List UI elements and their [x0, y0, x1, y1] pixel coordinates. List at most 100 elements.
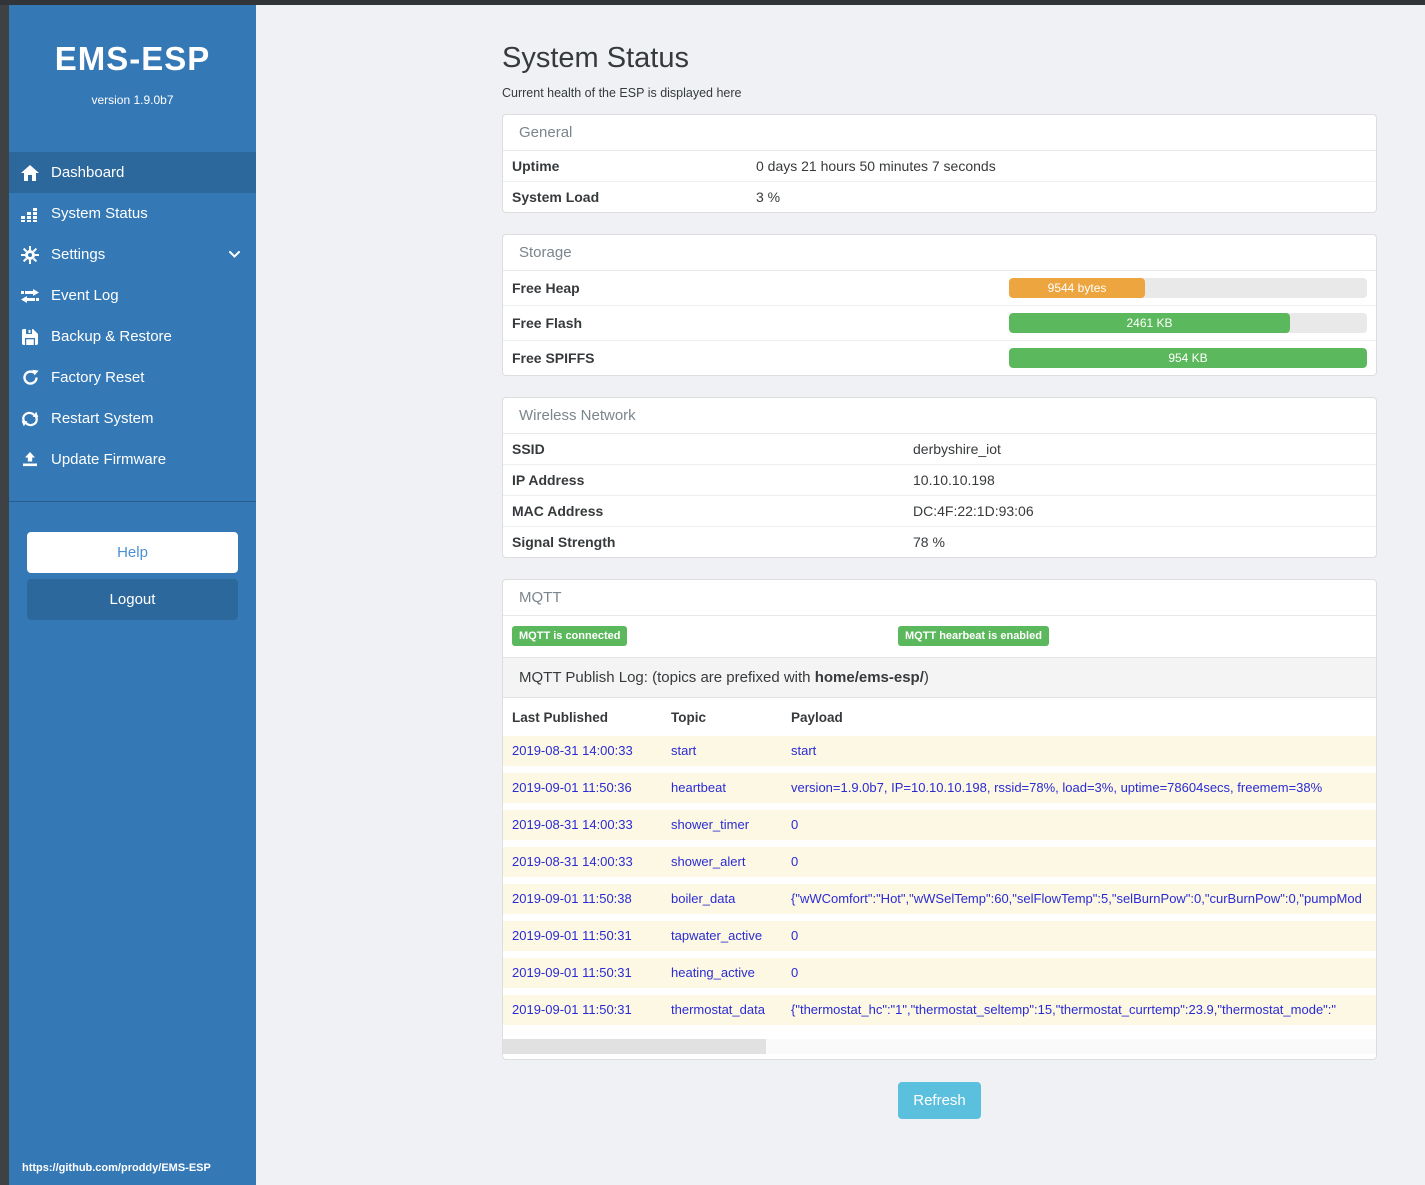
sidebar-item-event-log[interactable]: Event Log	[9, 275, 256, 316]
log-row: 2019-08-31 14:00:33 shower_alert 0	[503, 847, 1376, 877]
log-row: 2019-09-01 11:50:31 thermostat_data {"th…	[503, 995, 1376, 1025]
free-spiffs-label: Free SPIFFS	[512, 350, 1009, 366]
ssid-label: SSID	[512, 441, 913, 457]
log-payload: 0	[791, 810, 1376, 840]
sidebar-item-dashboard[interactable]: Dashboard	[9, 152, 256, 193]
settings-icon	[19, 246, 41, 264]
log-time: 2019-09-01 11:50:38	[503, 884, 671, 914]
mqtt-panel-heading: MQTT	[503, 580, 1376, 616]
ip-address-value: 10.10.10.198	[913, 472, 995, 488]
log-topic: thermostat_data	[671, 995, 791, 1025]
sidebar-item-factory-reset[interactable]: Factory Reset	[9, 357, 256, 398]
log-payload: 0	[791, 921, 1376, 951]
ssid-row: SSID derbyshire_iot	[503, 434, 1376, 465]
col-last-published: Last Published	[503, 710, 671, 725]
log-topic: start	[671, 736, 791, 766]
col-payload: Payload	[791, 710, 1376, 725]
sidebar-item-restart-system[interactable]: Restart System	[9, 398, 256, 439]
sidebar-item-label: Backup & Restore	[51, 328, 172, 345]
storage-panel-heading: Storage	[503, 235, 1376, 271]
factory-reset-icon	[19, 369, 41, 386]
mqtt-publish-log-title: MQTT Publish Log: (topics are prefixed w…	[503, 657, 1376, 698]
scrollbar-thumb[interactable]	[503, 1039, 766, 1054]
system-load-label: System Load	[512, 189, 756, 205]
publish-log-text: MQTT Publish Log: (topics are prefixed w…	[519, 669, 815, 686]
github-link[interactable]: https://github.com/proddy/EMS-ESP	[22, 1162, 211, 1174]
free-heap-progressbar: 9544 bytes	[1009, 278, 1367, 298]
sidebar-item-system-status[interactable]: System Status	[9, 193, 256, 234]
event-log-icon	[19, 289, 41, 303]
sidebar-item-label: Update Firmware	[51, 451, 166, 468]
uptime-value: 0 days 21 hours 50 minutes 7 seconds	[756, 158, 996, 174]
sidebar-divider	[9, 501, 256, 502]
log-topic: heating_active	[671, 958, 791, 988]
log-topic: heartbeat	[671, 773, 791, 803]
wireless-panel-heading: Wireless Network	[503, 398, 1376, 434]
general-panel-heading: General	[503, 115, 1376, 151]
mac-address-value: DC:4F:22:1D:93:06	[913, 503, 1034, 519]
log-payload: start	[791, 736, 1376, 766]
app-title: EMS-ESP	[9, 40, 256, 78]
log-payload: {"thermostat_hc":"1","thermostat_seltemp…	[791, 995, 1376, 1025]
log-payload: version=1.9.0b7, IP=10.10.10.198, rssid=…	[791, 773, 1376, 803]
backup-icon	[19, 329, 41, 345]
sidebar-item-backup-restore[interactable]: Backup & Restore	[9, 316, 256, 357]
horizontal-scrollbar[interactable]	[503, 1039, 1376, 1054]
sidebar-item-label: System Status	[51, 205, 148, 222]
ip-address-row: IP Address 10.10.10.198	[503, 465, 1376, 496]
log-row: 2019-08-31 14:00:33 shower_timer 0	[503, 810, 1376, 840]
sidebar-item-settings[interactable]: Settings	[9, 234, 256, 275]
help-button[interactable]: Help	[27, 532, 238, 573]
home-icon	[19, 165, 41, 181]
publish-log-suffix: )	[924, 669, 929, 686]
sidebar-item-label: Event Log	[51, 287, 119, 304]
ip-address-label: IP Address	[512, 472, 913, 488]
sidebar-item-label: Restart System	[51, 410, 154, 427]
log-time: 2019-09-01 11:50:31	[503, 958, 671, 988]
page-title: System Status	[502, 42, 1377, 75]
brand: EMS-ESP version 1.9.0b7	[9, 0, 256, 107]
storage-panel: Storage Free Heap 9544 bytes Free Flash …	[502, 234, 1377, 376]
log-payload: 0	[791, 958, 1376, 988]
log-time: 2019-09-01 11:50:31	[503, 921, 671, 951]
uptime-label: Uptime	[512, 158, 756, 174]
log-topic: shower_timer	[671, 810, 791, 840]
refresh-button[interactable]: Refresh	[898, 1082, 981, 1119]
log-time: 2019-08-31 14:00:33	[503, 736, 671, 766]
log-row: 2019-08-31 14:00:33 start start	[503, 736, 1376, 766]
general-panel: General Uptime 0 days 21 hours 50 minute…	[502, 114, 1377, 213]
sidebar-item-label: Dashboard	[51, 164, 124, 181]
free-flash-progressbar: 2461 KB	[1009, 313, 1367, 333]
mac-address-label: MAC Address	[512, 503, 913, 519]
log-row: 2019-09-01 11:50:38 boiler_data {"wWComf…	[503, 884, 1376, 914]
sidebar: EMS-ESP version 1.9.0b7 Dashboard System…	[0, 0, 256, 1185]
system-load-value: 3 %	[756, 189, 780, 205]
free-heap-label: Free Heap	[512, 280, 1009, 296]
mqtt-connected-badge: MQTT is connected	[512, 626, 627, 646]
restart-icon	[19, 411, 41, 427]
free-spiffs-row: Free SPIFFS 954 KB	[503, 341, 1376, 375]
window-frame-top	[0, 0, 1425, 5]
free-heap-row: Free Heap 9544 bytes	[503, 271, 1376, 306]
free-flash-label: Free Flash	[512, 315, 1009, 331]
log-time: 2019-08-31 14:00:33	[503, 847, 671, 877]
logout-button[interactable]: Logout	[27, 579, 238, 620]
free-spiffs-progressbar: 954 KB	[1009, 348, 1367, 368]
sidebar-item-update-firmware[interactable]: Update Firmware	[9, 439, 256, 480]
sidebar-item-label: Settings	[51, 246, 105, 263]
signal-strength-row: Signal Strength 78 %	[503, 527, 1376, 557]
log-row: 2019-09-01 11:50:31 tapwater_active 0	[503, 921, 1376, 951]
log-time: 2019-09-01 11:50:36	[503, 773, 671, 803]
free-heap-progress-fill: 9544 bytes	[1009, 278, 1145, 298]
log-time: 2019-08-31 14:00:33	[503, 810, 671, 840]
mqtt-heartbeat-badge: MQTT hearbeat is enabled	[898, 626, 1049, 646]
publish-log-topic-prefix: home/ems-esp/	[815, 669, 924, 686]
free-flash-progress-fill: 2461 KB	[1009, 313, 1290, 333]
main-area: System Status Current health of the ESP …	[256, 0, 1425, 1185]
uptime-row: Uptime 0 days 21 hours 50 minutes 7 seco…	[503, 151, 1376, 182]
sidebar-nav: Dashboard System Status	[9, 152, 256, 480]
log-table-header: Last Published Topic Payload	[503, 698, 1376, 736]
col-topic: Topic	[671, 710, 791, 725]
log-time: 2019-09-01 11:50:31	[503, 995, 671, 1025]
wireless-panel: Wireless Network SSID derbyshire_iot IP …	[502, 397, 1377, 558]
